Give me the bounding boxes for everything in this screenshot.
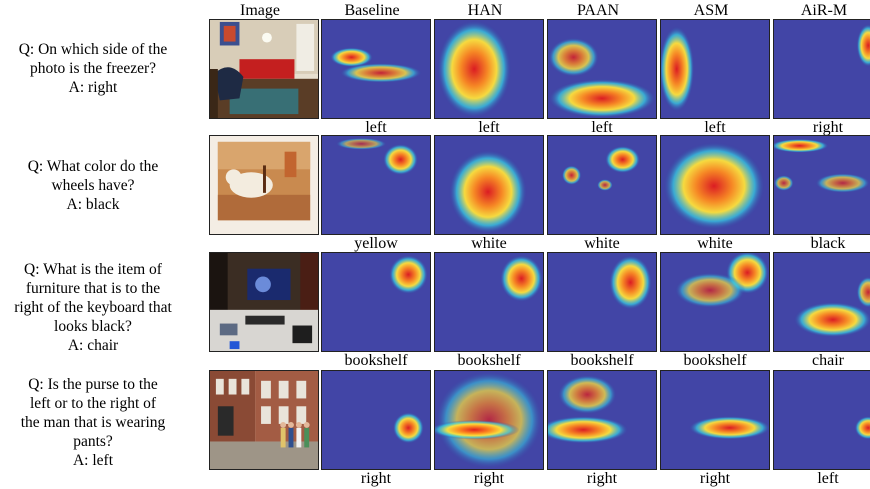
attention-map [547, 370, 657, 470]
answer-line: A: chair [67, 337, 119, 354]
attention-map [660, 252, 770, 352]
question-row-3: Q: What is the item of furniture that is… [0, 260, 186, 355]
attention-map [773, 370, 870, 470]
model-answer: right [586, 470, 618, 487]
input-image [209, 135, 319, 235]
model-answer: right [812, 119, 844, 136]
question-line: pants? [73, 433, 113, 450]
model-answer: left [478, 119, 500, 136]
answer-line: A: left [72, 452, 114, 469]
model-answer: right [473, 470, 505, 487]
question-line: Q: What is the item of [24, 261, 162, 278]
model-answer: bookshelf [683, 352, 747, 369]
model-answer: white [584, 235, 620, 252]
attention-map [547, 135, 657, 235]
model-answer: left [591, 119, 613, 136]
model-answer: left [365, 119, 387, 136]
model-answer: left [817, 470, 839, 487]
answer-line: A: right [68, 79, 118, 96]
attention-map [547, 19, 657, 119]
model-answer: bookshelf [457, 352, 521, 369]
model-answer: white [471, 235, 507, 252]
attention-map [434, 252, 544, 352]
question-line: right of the keyboard that [14, 299, 172, 316]
header-air-m: AiR-M [800, 2, 848, 19]
question-line: Q: What color do the [27, 158, 159, 175]
attention-map [773, 252, 870, 352]
question-line: Q: On which side of the [18, 41, 168, 58]
header-baseline: Baseline [344, 2, 400, 19]
model-answer: yellow [354, 235, 398, 252]
attention-map [547, 252, 657, 352]
input-image [209, 370, 319, 470]
question-row-1: Q: On which side of the photo is the fre… [0, 40, 186, 97]
attention-map [321, 135, 431, 235]
attention-map [321, 370, 431, 470]
question-line: the man that is wearing [20, 414, 166, 431]
input-image [209, 19, 319, 119]
question-line: left or to the right of [29, 395, 157, 412]
attention-map [660, 135, 770, 235]
input-image [209, 252, 319, 352]
question-line: wheels have? [51, 177, 135, 194]
model-answer: left [704, 119, 726, 136]
attention-map [321, 252, 431, 352]
model-answer: bookshelf [344, 352, 408, 369]
question-row-2: Q: What color do the wheels have? A: bla… [0, 157, 186, 214]
model-answer: black [810, 235, 846, 252]
attention-map [434, 135, 544, 235]
attention-map [321, 19, 431, 119]
model-answer: bookshelf [570, 352, 634, 369]
header-image: Image [240, 2, 280, 19]
header-han: HAN [467, 2, 503, 19]
model-answer: white [697, 235, 733, 252]
attention-map [660, 370, 770, 470]
attention-map [773, 135, 870, 235]
header-paan: PAAN [576, 2, 620, 19]
question-line: Q: Is the purse to the [28, 376, 158, 393]
model-answer: right [699, 470, 731, 487]
question-line: furniture that is to the [25, 280, 161, 297]
model-answer: right [360, 470, 392, 487]
answer-line: A: black [66, 196, 120, 213]
question-line: looks black? [54, 318, 132, 335]
header-asm: ASM [693, 2, 729, 19]
attention-map [660, 19, 770, 119]
attention-map [773, 19, 870, 119]
attention-map [434, 19, 544, 119]
model-answer: chair [812, 352, 844, 369]
attention-map [434, 370, 544, 470]
question-row-4: Q: Is the purse to the left or to the ri… [0, 375, 186, 470]
question-line: photo is the freezer? [29, 60, 157, 77]
